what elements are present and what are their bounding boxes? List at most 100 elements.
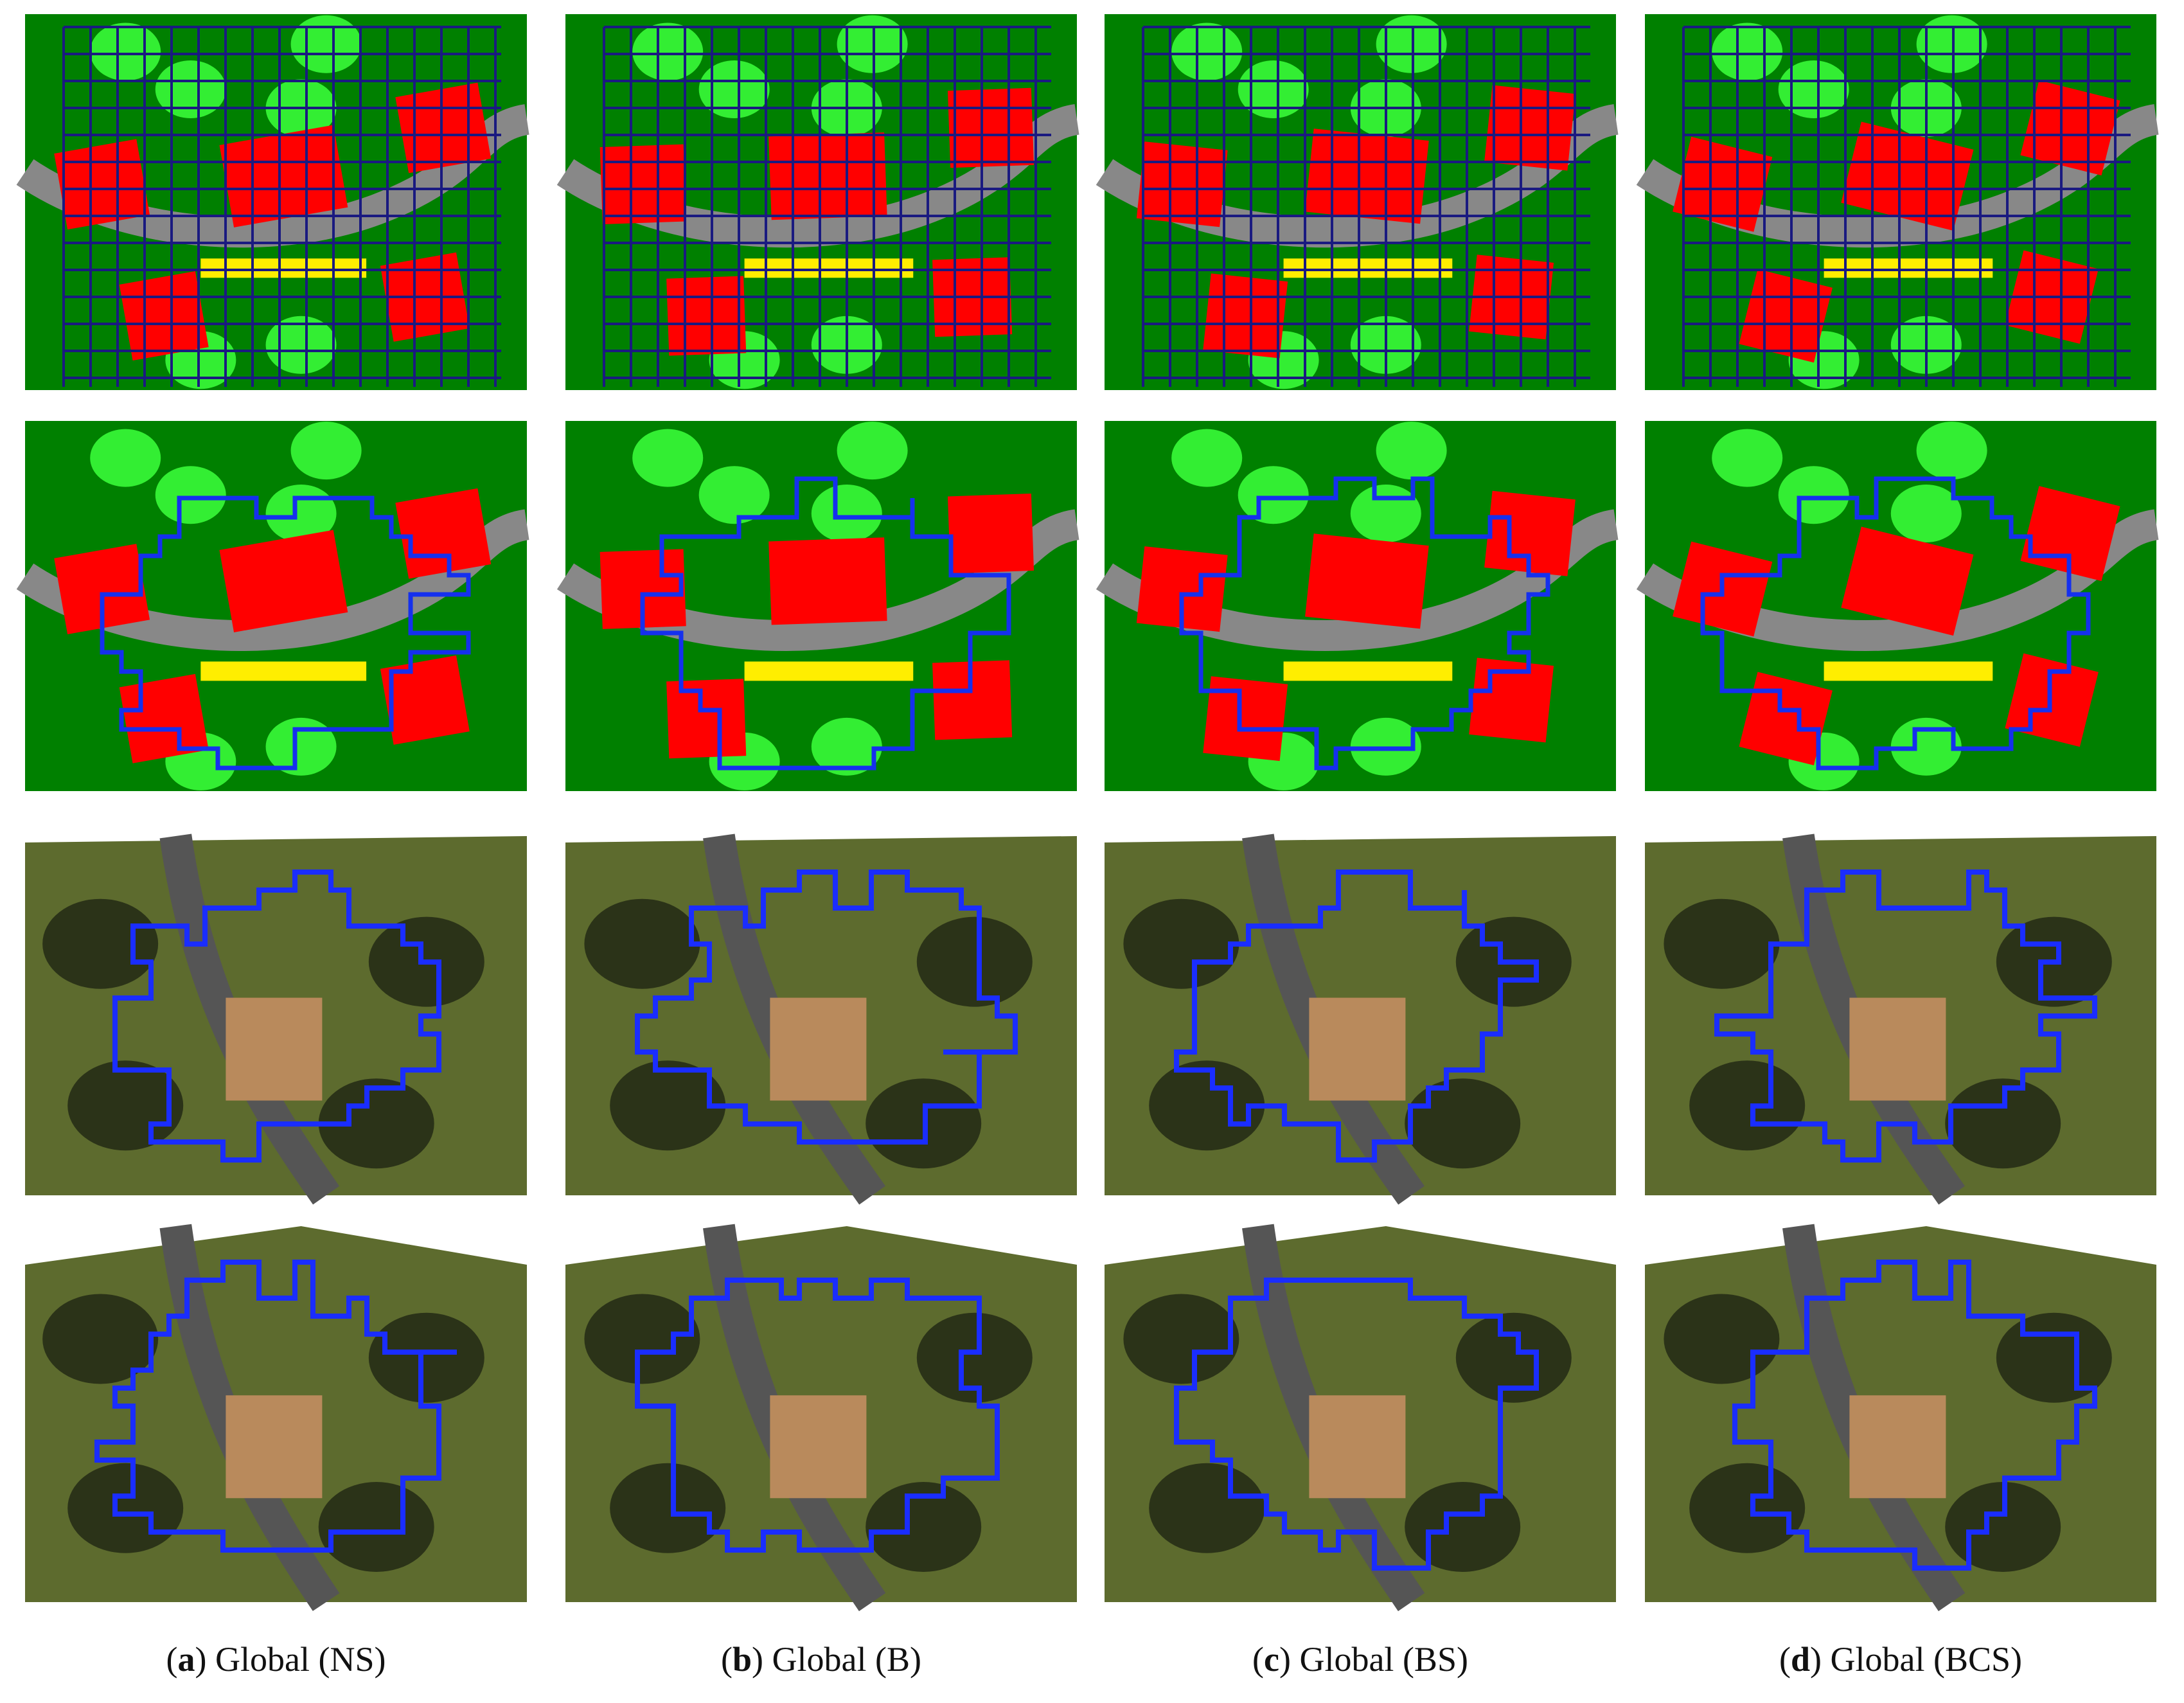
caption-letter: c: [1264, 1640, 1279, 1679]
caption-text: ) Global (BCS): [1810, 1640, 2022, 1679]
tree: [1238, 466, 1309, 524]
tree: [1916, 15, 1987, 73]
flight-path: [635, 1278, 1000, 1553]
trees: [318, 1078, 434, 1169]
house: [1849, 997, 1946, 1101]
tree: [1890, 485, 1962, 542]
cars: [1824, 258, 1993, 278]
cars: [1824, 661, 1993, 681]
tree: [811, 485, 882, 542]
cars: [200, 258, 367, 278]
cars: [744, 258, 914, 278]
panel-image: [556, 421, 1080, 791]
house: [1739, 672, 1833, 765]
trees: [1149, 1463, 1265, 1553]
tree: [155, 60, 226, 118]
tree: [1376, 422, 1447, 480]
tree: [1171, 22, 1243, 81]
tree: [1778, 466, 1849, 524]
trees: [1945, 1482, 2061, 1572]
trees: [67, 1463, 184, 1553]
tree: [1238, 60, 1309, 118]
trees: [318, 1482, 434, 1572]
tree: [1778, 60, 1849, 118]
tree: [290, 15, 362, 73]
trees: [1405, 1078, 1521, 1169]
caption-open: (: [721, 1640, 732, 1679]
house: [1136, 141, 1228, 227]
panel-image: [1096, 14, 1619, 390]
tree: [265, 717, 337, 776]
panel-image: [1105, 1224, 1616, 1612]
house: [768, 132, 887, 220]
cars: [1283, 258, 1453, 278]
trees: [916, 1312, 1033, 1403]
panel-image: [16, 14, 530, 390]
house: [119, 271, 209, 361]
house: [1849, 1395, 1946, 1499]
flight-path: [1700, 476, 2091, 771]
panel-image: [1636, 421, 2160, 791]
trees: [1405, 1482, 1521, 1572]
house: [599, 549, 686, 629]
tree: [265, 316, 337, 374]
panel-image: [1636, 14, 2160, 390]
trees: [584, 1294, 700, 1384]
panel-image: [25, 1224, 527, 1611]
house: [2020, 80, 2120, 175]
house: [768, 537, 887, 625]
house: [770, 1395, 867, 1499]
house: [1673, 136, 1773, 232]
tree: [632, 22, 704, 81]
house: [666, 679, 747, 759]
caption: (c) Global (BS): [1252, 1640, 1468, 1679]
house: [226, 997, 323, 1101]
panel-image: [1645, 834, 2156, 1205]
tree: [837, 422, 908, 480]
caption-open: (: [1779, 1640, 1791, 1679]
house: [947, 493, 1034, 574]
house: [599, 144, 686, 224]
trees: [866, 1482, 982, 1572]
house: [54, 544, 150, 634]
trees: [584, 898, 700, 989]
caption: (b) Global (B): [721, 1640, 921, 1679]
panel-image: [1105, 834, 1616, 1205]
house: [219, 530, 348, 632]
tree: [290, 422, 362, 480]
house: [1203, 273, 1288, 359]
trees: [1689, 1463, 1806, 1553]
house: [770, 997, 867, 1101]
house: [395, 488, 492, 579]
house: [1305, 533, 1429, 629]
house: [226, 1395, 323, 1499]
panel-image: [565, 834, 1077, 1205]
panel-image: [1096, 421, 1619, 791]
trees: [610, 1060, 726, 1151]
trees: [1455, 1312, 1572, 1403]
caption-open: (: [1252, 1640, 1264, 1679]
tree: [1712, 429, 1783, 487]
trees: [610, 1463, 726, 1553]
trees: [1123, 1294, 1239, 1384]
house: [395, 82, 492, 174]
flight-path: [1174, 869, 1539, 1163]
trees: [67, 1060, 184, 1151]
flight-path: [94, 1260, 457, 1553]
panel-image: [25, 834, 527, 1205]
cars: [200, 661, 367, 681]
tree: [1890, 717, 1962, 776]
tree: [1350, 485, 1421, 542]
flight-path: [1732, 1260, 2097, 1571]
panel-image: [556, 14, 1080, 390]
trees: [916, 916, 1033, 1007]
house: [932, 660, 1013, 740]
trees: [1123, 898, 1239, 989]
caption-letter: d: [1791, 1640, 1810, 1679]
tree: [1916, 422, 1987, 480]
caption-text: ) Global (B): [752, 1640, 921, 1679]
tree: [1171, 429, 1243, 487]
caption-open: (: [166, 1640, 178, 1679]
